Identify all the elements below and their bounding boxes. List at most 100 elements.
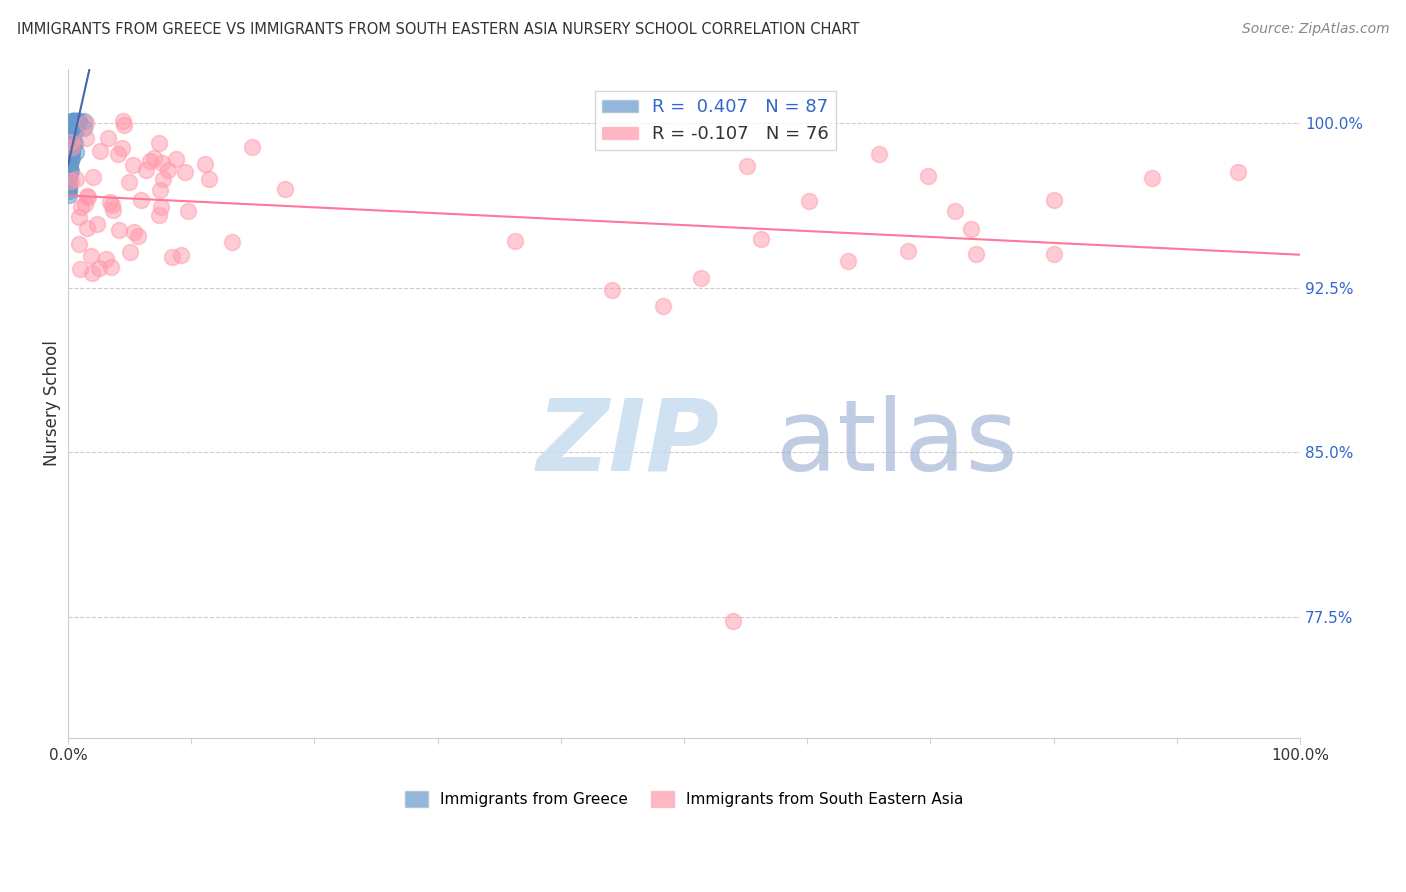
Point — [652, 298, 675, 312]
Point — [60, 151, 83, 165]
Point — [107, 146, 129, 161]
Point — [59, 128, 82, 143]
Point — [58, 178, 80, 192]
Point — [60, 144, 83, 158]
Point — [58, 153, 80, 168]
Point — [76, 189, 98, 203]
Point — [58, 153, 80, 167]
Point — [58, 158, 80, 172]
Point — [86, 218, 108, 232]
Point — [58, 172, 80, 186]
Point — [59, 135, 82, 149]
Point — [59, 139, 82, 153]
Point — [63, 120, 86, 135]
Point — [60, 163, 83, 178]
Point — [59, 130, 82, 145]
Point — [58, 163, 80, 178]
Point — [749, 232, 772, 246]
Point — [73, 114, 96, 128]
Point — [165, 153, 187, 167]
Point — [59, 136, 82, 150]
Point — [80, 248, 103, 262]
Point — [82, 169, 104, 184]
Point — [62, 127, 84, 141]
Point — [75, 131, 97, 145]
Point — [66, 114, 89, 128]
Point — [60, 145, 83, 160]
Point — [150, 156, 173, 170]
Point — [157, 163, 180, 178]
Point — [66, 122, 89, 136]
Point — [66, 114, 89, 128]
Point — [67, 210, 90, 224]
Point — [122, 158, 145, 172]
Point — [59, 148, 82, 162]
Point — [58, 180, 80, 194]
Point — [76, 220, 98, 235]
Point — [735, 159, 758, 173]
Point — [58, 160, 80, 174]
Point — [58, 147, 80, 161]
Point — [129, 193, 152, 207]
Point — [63, 120, 86, 134]
Point — [59, 155, 82, 169]
Point — [868, 147, 890, 161]
Point — [59, 165, 82, 179]
Point — [60, 145, 83, 159]
Point — [58, 184, 80, 198]
Text: atlas: atlas — [776, 394, 1018, 491]
Point — [58, 168, 80, 182]
Point — [73, 197, 96, 211]
Point — [62, 121, 84, 136]
Point — [62, 114, 84, 128]
Point — [60, 139, 83, 153]
Point — [60, 140, 83, 154]
Point — [273, 182, 295, 196]
Point — [142, 151, 165, 165]
Point — [59, 157, 82, 171]
Point — [148, 208, 170, 222]
Y-axis label: Nursery School: Nursery School — [44, 340, 60, 466]
Point — [1042, 247, 1064, 261]
Point — [67, 114, 90, 128]
Point — [797, 194, 820, 208]
Point — [689, 270, 711, 285]
Point — [63, 136, 86, 150]
Point — [94, 252, 117, 266]
Point — [1140, 171, 1163, 186]
Point — [58, 187, 80, 202]
Text: IMMIGRANTS FROM GREECE VS IMMIGRANTS FROM SOUTH EASTERN ASIA NURSERY SCHOOL CORR: IMMIGRANTS FROM GREECE VS IMMIGRANTS FRO… — [17, 22, 859, 37]
Point — [70, 200, 93, 214]
Point — [80, 266, 103, 280]
Point — [174, 165, 197, 179]
Point — [67, 237, 90, 252]
Point — [943, 204, 966, 219]
Point — [58, 136, 80, 151]
Point — [58, 180, 80, 194]
Point — [60, 119, 83, 133]
Point — [503, 234, 526, 248]
Point — [59, 152, 82, 166]
Point — [60, 153, 83, 168]
Point — [63, 136, 86, 150]
Point — [101, 198, 124, 212]
Point — [58, 164, 80, 178]
Point — [122, 225, 145, 239]
Point — [127, 229, 149, 244]
Point — [59, 142, 82, 156]
Point — [177, 204, 200, 219]
Point — [112, 119, 135, 133]
Point — [58, 169, 80, 183]
Point — [118, 245, 141, 260]
Point — [149, 183, 172, 197]
Point — [63, 114, 86, 128]
Point — [60, 120, 83, 135]
Point — [60, 114, 83, 128]
Point — [59, 124, 82, 138]
Point — [135, 163, 157, 178]
Point — [58, 140, 80, 154]
Point — [62, 120, 84, 134]
Point — [194, 157, 217, 171]
Point — [60, 128, 83, 143]
Point — [69, 262, 91, 277]
